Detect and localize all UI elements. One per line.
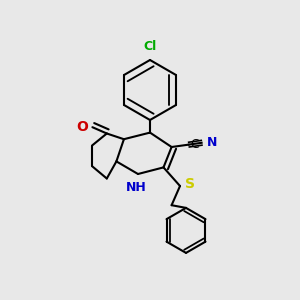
Text: N: N (207, 136, 217, 149)
Text: Cl: Cl (143, 40, 157, 52)
Text: O: O (76, 120, 88, 134)
Text: NH: NH (126, 181, 147, 194)
Text: S: S (185, 178, 195, 191)
Text: C: C (190, 138, 199, 151)
